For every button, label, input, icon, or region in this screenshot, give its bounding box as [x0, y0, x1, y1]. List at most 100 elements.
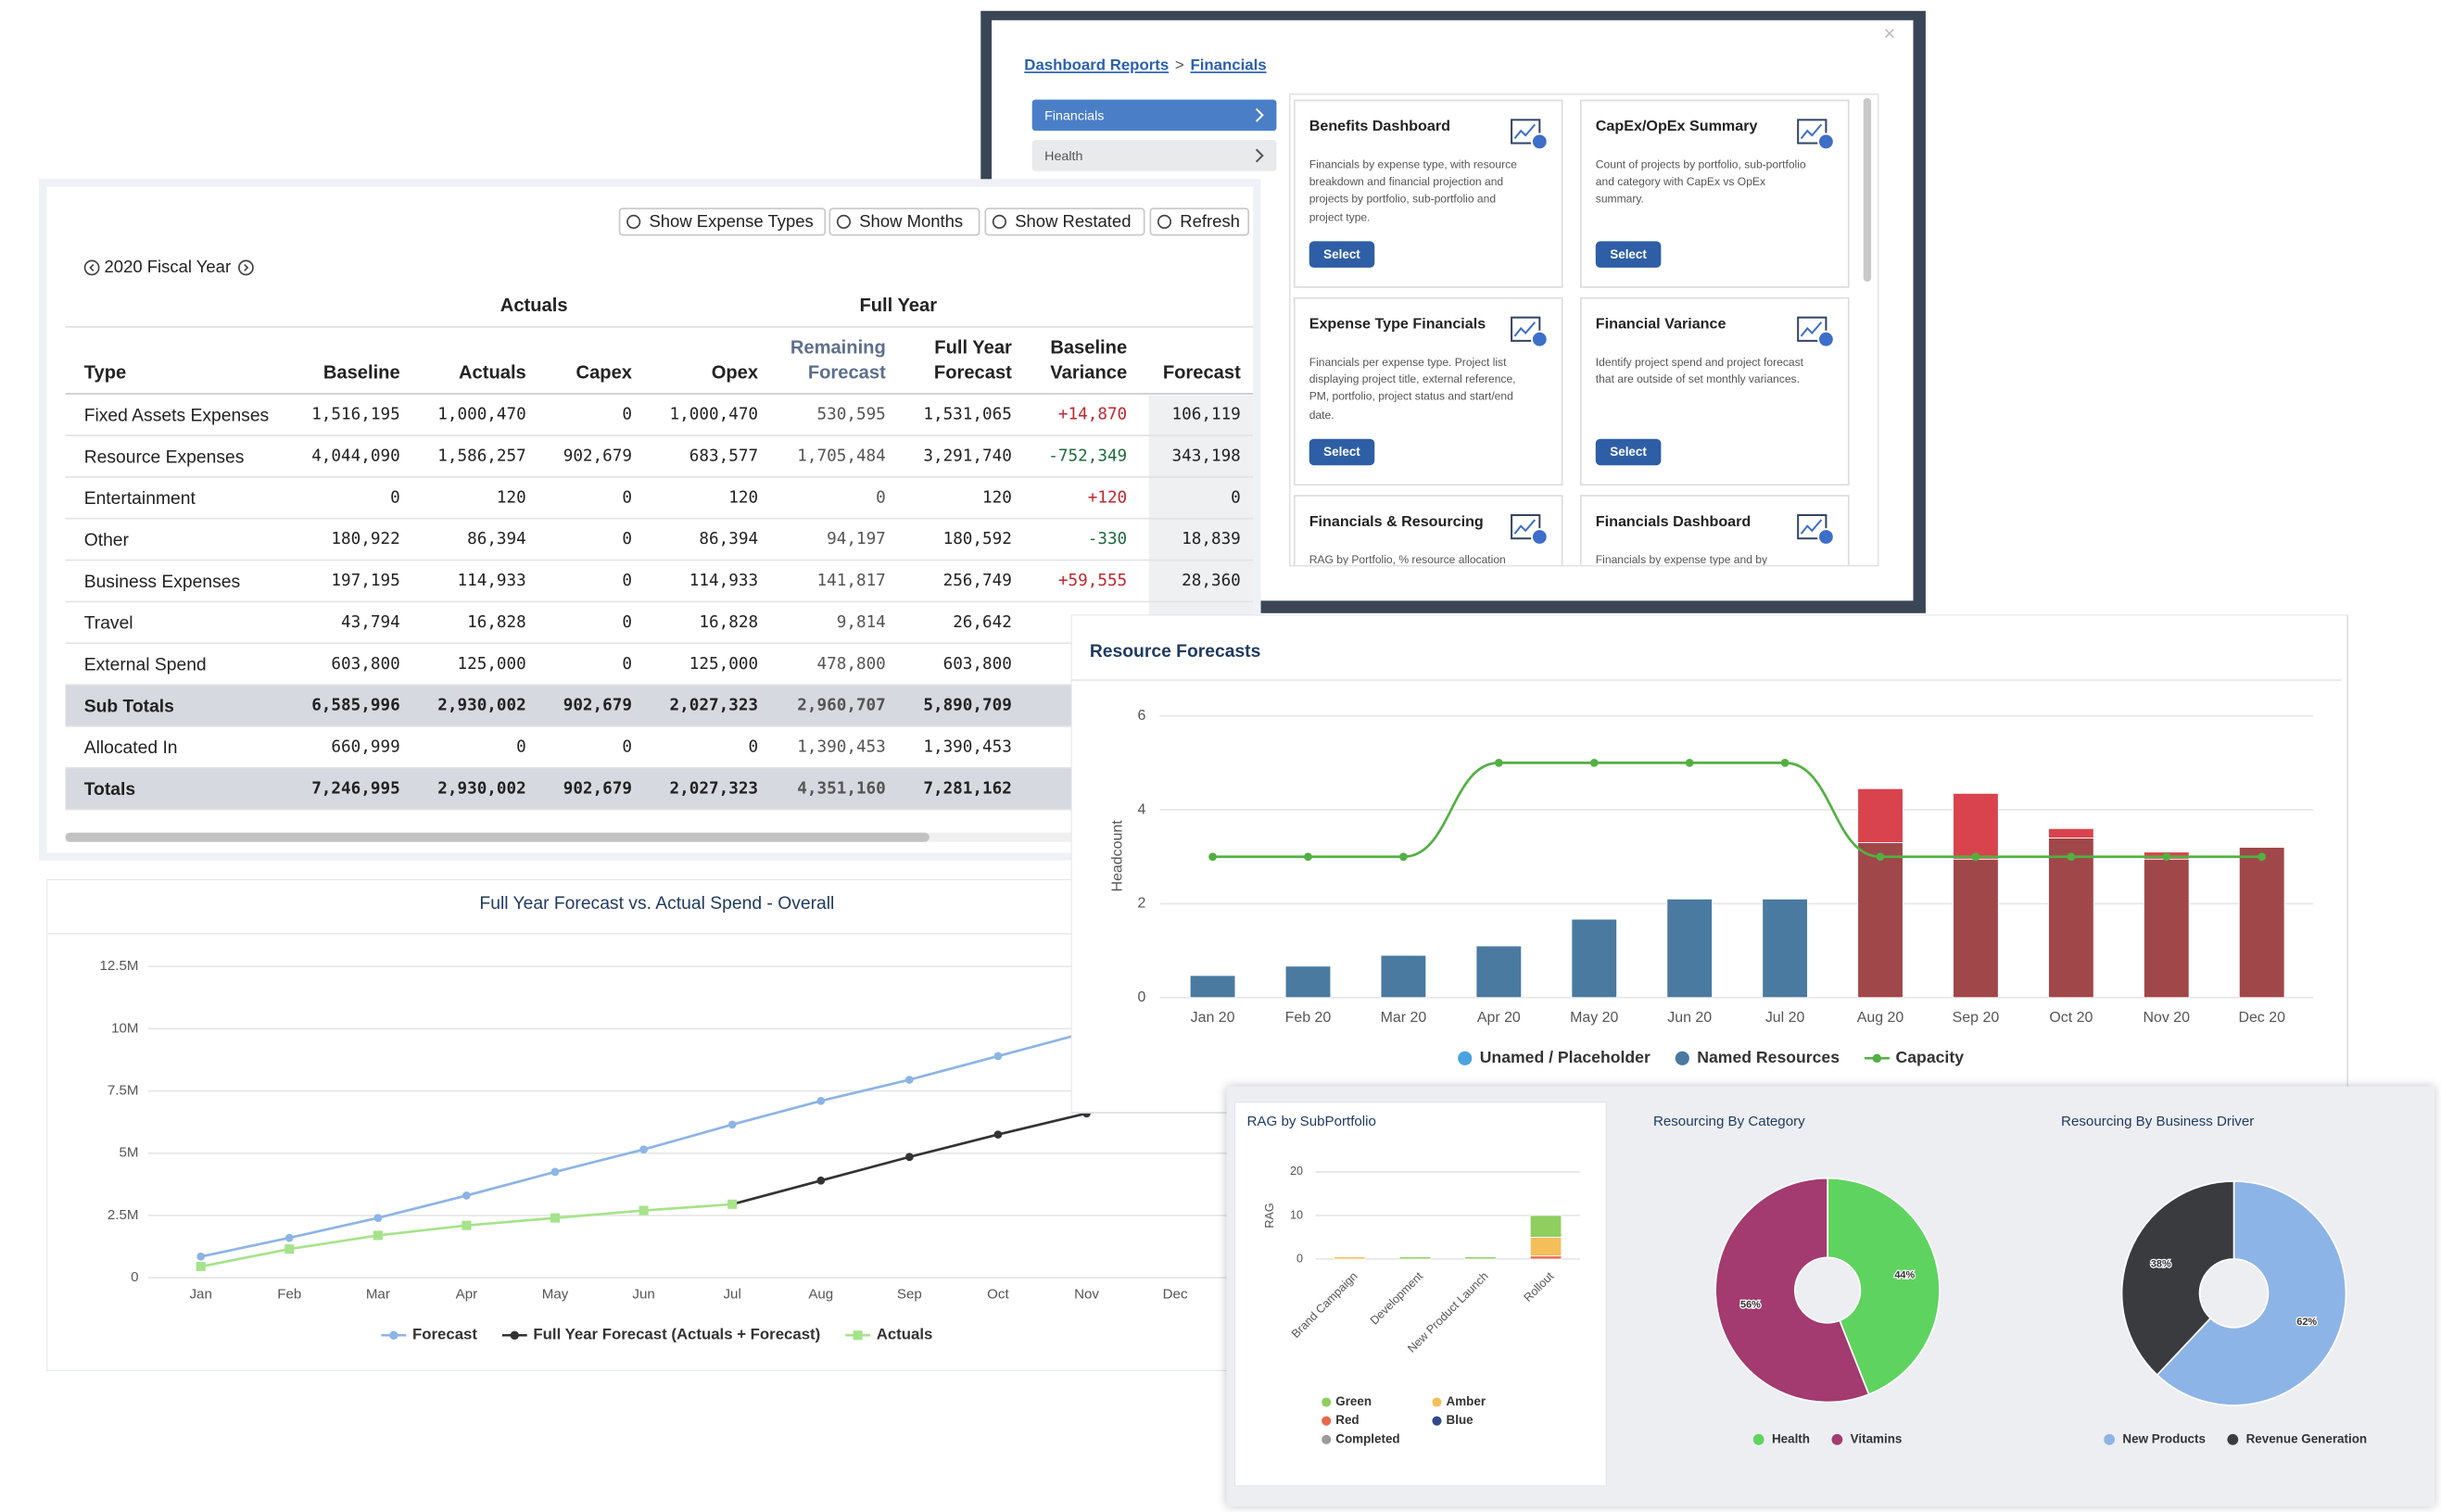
- card-icon: [1797, 119, 1835, 151]
- column-header: Capex: [576, 362, 633, 383]
- x-tick-label: Jan 20: [1191, 1010, 1235, 1026]
- modal-frame: Dashboard Reports > Financials × Financials H…: [980, 10, 1926, 613]
- cell: 0: [622, 613, 632, 632]
- cell: 1,531,065: [923, 406, 1012, 424]
- card-title: CapEx/OpEx Summary: [1595, 118, 1758, 136]
- toolbar-button[interactable]: [1149, 208, 1250, 236]
- point: [727, 1120, 737, 1129]
- legend-label: Blue: [1447, 1413, 1473, 1427]
- breadcrumb-link[interactable]: Dashboard Reports: [1024, 57, 1170, 75]
- point: [639, 1145, 648, 1154]
- toolbar-button[interactable]: [984, 208, 1145, 236]
- icon-badge: [1530, 330, 1549, 348]
- nav-label: Health: [1044, 147, 1083, 164]
- card-description: Count of projects by portfolio, sub-port…: [1595, 157, 1806, 207]
- toolbar-button[interactable]: [618, 208, 827, 236]
- pie-slice: [1714, 1177, 1870, 1404]
- legend-marker: [510, 1330, 519, 1340]
- pie-slice: [2156, 1180, 2347, 1406]
- resource-chart-panel: Resource Forecasts 0 2 4 6 Headcount Jan 20 Feb…: [1070, 614, 2348, 1114]
- cell: -330: [1088, 530, 1127, 548]
- x-tick-label: Sep: [897, 1287, 922, 1303]
- point: [904, 1076, 914, 1084]
- column-header: Type: [84, 362, 127, 383]
- x-tick-label: Sep 20: [1953, 1010, 2000, 1026]
- report-card: Expense Type Financials Financials per ex…: [1293, 296, 1563, 486]
- point: [1494, 759, 1503, 767]
- select-button[interactable]: Select: [1309, 438, 1375, 466]
- point: [285, 1233, 294, 1242]
- select-button[interactable]: Select: [1309, 241, 1375, 268]
- breadcrumb-separator: >: [1174, 57, 1184, 75]
- button-label: Show Restated: [1015, 211, 1131, 231]
- legend: Unamed / Placeholder Named Resources Capac…: [1458, 1048, 1964, 1066]
- cell: +14,870: [1058, 406, 1127, 424]
- cell: 1,586,257: [437, 447, 526, 466]
- nav-item[interactable]: Financials: [1031, 99, 1277, 132]
- x-tick-label: Apr 20: [1477, 1010, 1521, 1026]
- chevron-shape: [1255, 107, 1264, 122]
- cell: 1,705,484: [797, 447, 886, 466]
- row-label: Allocated In: [84, 738, 178, 758]
- x-tick-label: Dec: [1163, 1287, 1188, 1303]
- legend-label: Forecast: [412, 1326, 477, 1343]
- breadcrumb-link[interactable]: Financials: [1190, 57, 1267, 75]
- category-pie-panel: Resourcing By Category 44% 56% Health Vitami…: [1653, 1114, 1941, 1445]
- cell: +120: [1088, 488, 1127, 507]
- cell: -752,349: [1048, 447, 1127, 466]
- card-icon: [1511, 316, 1549, 348]
- select-button[interactable]: Select: [1595, 438, 1662, 466]
- cell: 125,000: [457, 655, 525, 674]
- legend-marker: [389, 1330, 398, 1340]
- year-nav[interactable]: [83, 259, 100, 276]
- card-description: Identify project spend and project forec…: [1595, 354, 1803, 386]
- cell: 660,999: [331, 737, 399, 756]
- cell: 1,000,470: [437, 406, 526, 424]
- bar: [2048, 838, 2094, 999]
- cell: 7,246,995: [311, 779, 400, 798]
- card-description: RAG by Portfolio, % resource allocation: [1309, 552, 1506, 567]
- legend-marker: [1322, 1416, 1332, 1426]
- row-label: Entertainment: [84, 489, 196, 509]
- legend-label: Named Resources: [1697, 1048, 1840, 1066]
- driver-pie-panel: Resourcing By Business Driver 62% 38% New P…: [2061, 1114, 2367, 1445]
- y-tick-label: 0: [131, 1269, 138, 1285]
- column-header: Forecast: [808, 362, 886, 383]
- x-tick-label: Oct 20: [2049, 1010, 2093, 1026]
- y-tick-label: 0: [1137, 989, 1145, 1005]
- breadcrumb: Dashboard Reports > Financials: [1024, 57, 1266, 74]
- cell: 5,890,709: [923, 697, 1012, 715]
- x-tick-label: Oct: [987, 1287, 1009, 1303]
- button-icon: [836, 214, 852, 229]
- column-header: Opex: [712, 362, 759, 383]
- card-icon: [1511, 119, 1549, 151]
- cell: 683,577: [689, 447, 758, 466]
- cell: 26,642: [953, 613, 1012, 632]
- y-tick-label: 12.5M: [100, 958, 139, 974]
- point: [1876, 852, 1885, 862]
- close-button[interactable]: ×: [1883, 21, 1896, 45]
- point: [1780, 759, 1790, 767]
- cell: 114,933: [457, 572, 525, 590]
- bar: [1666, 898, 1713, 999]
- cell: 0: [622, 406, 632, 424]
- bar: [2144, 858, 2190, 999]
- button-icon: [1157, 214, 1172, 229]
- year-nav[interactable]: [238, 259, 254, 276]
- point: [373, 1230, 383, 1241]
- bar: [2048, 827, 2094, 838]
- nav-item[interactable]: Health: [1031, 140, 1277, 171]
- select-button[interactable]: Select: [1595, 241, 1662, 268]
- cell: 180,922: [331, 530, 399, 548]
- line-chart-panel: Full Year Forecast vs. Actual Spend - Ov…: [46, 879, 1231, 1371]
- legend-label: Completed: [1335, 1431, 1399, 1445]
- bar: [1464, 1256, 1497, 1260]
- icon-badge: [1816, 528, 1835, 546]
- cell: 3,291,740: [923, 447, 1012, 466]
- bar: [1334, 1256, 1366, 1260]
- toolbar-button[interactable]: [828, 208, 980, 236]
- legend: Forecast Full Year Forecast (Actuals + Fo…: [381, 1326, 932, 1343]
- cell: 1,390,453: [923, 737, 1012, 756]
- column-header: Full Year: [934, 338, 1012, 359]
- cell: 2,027,323: [670, 779, 759, 798]
